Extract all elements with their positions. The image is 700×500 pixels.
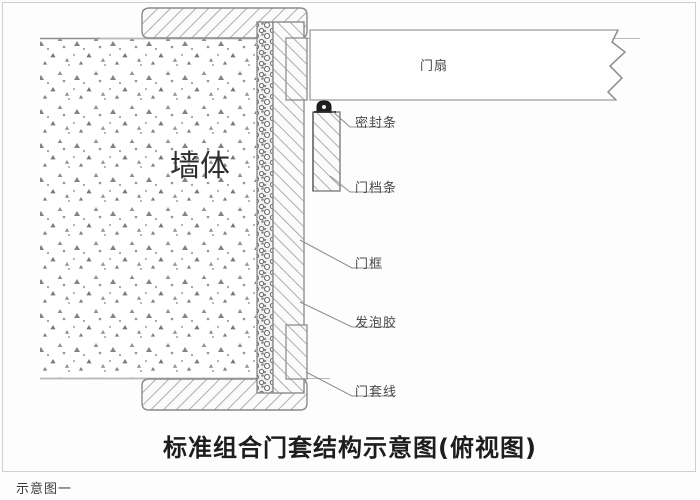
door-frame-region — [272, 21, 308, 394]
seal-strip — [314, 100, 336, 113]
foam-glue-column — [256, 21, 274, 394]
label-wall: 墙体 — [170, 149, 230, 184]
figure-title: 标准组合门套结构示意图(俯视图) — [163, 434, 537, 462]
figure-note: 示意图一 — [16, 482, 73, 497]
callout-leaders — [299, 109, 394, 397]
door-stop-strip — [312, 111, 341, 192]
callout-label-door-frame: 门框 — [355, 257, 384, 272]
callout-label-foam-glue: 发泡胶 — [355, 316, 398, 331]
leader-seal-strip — [330, 109, 392, 128]
leader-casing-line — [305, 371, 394, 397]
callout-label-casing-line: 门套线 — [355, 385, 398, 400]
leader-foam-glue — [299, 301, 394, 328]
callout-label-stop-strip: 门档条 — [355, 181, 398, 196]
callout-label-seal-strip: 密封条 — [355, 116, 398, 131]
leader-door-frame — [299, 239, 382, 269]
wall-region — [40, 37, 256, 380]
door-leaf-region — [309, 29, 627, 101]
label-door-leaf: 门扇 — [420, 59, 449, 74]
leader-stop-strip — [329, 175, 392, 193]
